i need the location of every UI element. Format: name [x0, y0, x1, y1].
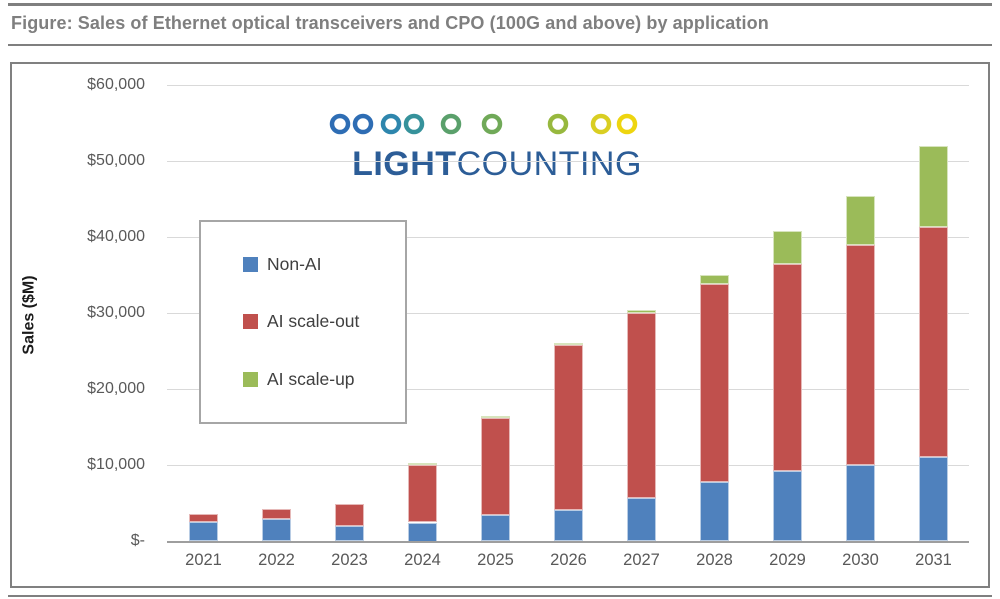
- bar-segment-ai-scale-up-2030: [846, 195, 875, 246]
- title-top-rule: [8, 3, 992, 6]
- x-axis-tick-label: 2021: [185, 551, 222, 569]
- x-axis-tick-label: 2028: [696, 551, 733, 569]
- logo-word-light: LIGHT: [352, 145, 457, 183]
- bar-segment-non-ai-2027: [627, 498, 656, 542]
- x-axis-tick-label: 2026: [550, 551, 587, 569]
- gridline: [167, 237, 969, 238]
- bar-segment-ai-scale-up-2026: [554, 342, 583, 346]
- x-axis-tick-label: 2024: [404, 551, 441, 569]
- bar-segment-non-ai-2023: [335, 526, 364, 542]
- legend-swatch-icon: [243, 314, 258, 330]
- legend-label: Non-AI: [267, 254, 322, 275]
- legend-swatch-icon: [243, 257, 258, 273]
- title-bottom-rule: [8, 44, 992, 46]
- y-axis-tick-label: $60,000: [87, 75, 145, 93]
- bar-segment-ai-scale-out-2026: [554, 345, 583, 510]
- y-axis-tick-label: $20,000: [87, 379, 145, 397]
- bar-segment-non-ai-2021: [189, 521, 218, 542]
- y-axis-tick-label: $10,000: [87, 455, 145, 473]
- bar-segment-ai-scale-up-2025: [481, 416, 510, 419]
- bar-segment-non-ai-2029: [773, 470, 802, 542]
- gridline: [167, 85, 969, 86]
- bar-segment-ai-scale-out-2023: [335, 504, 364, 527]
- x-axis-tick-label: 2031: [915, 551, 952, 569]
- bar-segment-ai-scale-out-2025: [481, 418, 510, 515]
- legend-label: AI scale-up: [267, 368, 355, 389]
- bar-segment-non-ai-2028: [700, 482, 729, 542]
- bar-segment-ai-scale-out-2029: [773, 264, 802, 471]
- bar-segment-ai-scale-up-2027: [627, 309, 656, 314]
- x-axis-tick-label: 2030: [842, 551, 879, 569]
- legend-item: AI scale-out: [243, 311, 405, 332]
- gridline: [167, 313, 969, 314]
- legend: Non-AI AI scale-out AI scale-up: [199, 220, 407, 424]
- bar-segment-ai-scale-up-2024: [408, 463, 437, 466]
- legend-label: AI scale-out: [267, 311, 360, 332]
- y-axis-tick-label: $40,000: [87, 227, 145, 245]
- y-axis-tick-label: $-: [130, 531, 145, 549]
- bar-segment-ai-scale-out-2021: [189, 514, 218, 522]
- x-axis-tick-label: 2022: [258, 551, 295, 569]
- bar-segment-non-ai-2022: [262, 519, 291, 542]
- bar-segment-ai-scale-up-2029: [773, 230, 802, 265]
- x-axis-tick-label: 2025: [477, 551, 514, 569]
- bar-segment-ai-scale-out-2028: [700, 283, 729, 483]
- bar-segment-ai-scale-up-2028: [700, 274, 729, 284]
- logo-word-counting: COUNTING: [456, 145, 642, 183]
- bar-segment-ai-scale-out-2022: [262, 509, 291, 520]
- chart-area: LIGHTCOUNTING Sales ($M) $- $10,000 $20,00…: [10, 62, 990, 588]
- x-axis: [167, 541, 969, 543]
- bar-segment-ai-scale-out-2024: [408, 464, 437, 523]
- bar-segment-non-ai-2026: [554, 509, 583, 542]
- bar-segment-non-ai-2025: [481, 514, 510, 542]
- bar-segment-ai-scale-out-2031: [919, 226, 948, 458]
- logo-wordmark: LIGHTCOUNTING: [312, 145, 682, 184]
- y-axis-tick-label: $30,000: [87, 303, 145, 321]
- bar-segment-non-ai-2031: [919, 457, 948, 542]
- x-axis-tick-label: 2029: [769, 551, 806, 569]
- lightcounting-logo: LIGHTCOUNTING: [312, 110, 682, 184]
- figure-title: Figure: Sales of Ethernet optical transc…: [11, 13, 769, 33]
- figure-bottom-rule: [8, 595, 992, 597]
- bar-segment-ai-scale-up-2031: [919, 146, 948, 227]
- bar-segment-ai-scale-out-2030: [846, 245, 875, 465]
- bar-segment-non-ai-2024: [408, 522, 437, 542]
- logo-dots-icon: [324, 113, 665, 135]
- bar-segment-ai-scale-out-2027: [627, 313, 656, 499]
- gridline: [167, 161, 969, 162]
- x-axis-tick-label: 2023: [331, 551, 368, 569]
- legend-item: Non-AI: [243, 254, 405, 275]
- bar-segment-non-ai-2030: [846, 464, 875, 542]
- legend-swatch-icon: [243, 371, 258, 387]
- legend-item: AI scale-up: [243, 369, 405, 390]
- y-axis-tick-label: $50,000: [87, 151, 145, 169]
- x-axis-tick-label: 2027: [623, 551, 660, 569]
